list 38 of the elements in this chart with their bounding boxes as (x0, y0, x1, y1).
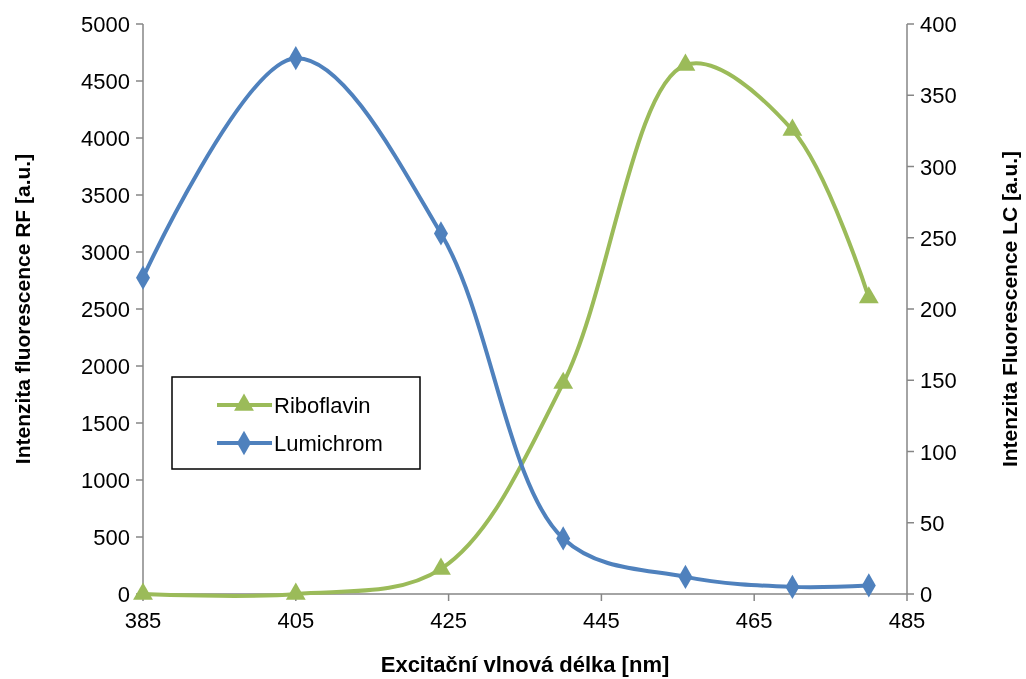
y-tick-label: 3000 (81, 240, 130, 265)
y-tick-label: 500 (93, 525, 130, 550)
y-axis-title: Intenzita fluorescence RF [a.u.] (11, 153, 34, 465)
point (782, 118, 803, 136)
y2-tick-label: 200 (920, 297, 957, 322)
x-tick-label: 385 (124, 608, 162, 633)
x-tick-label: 405 (277, 608, 315, 633)
y-tick-label: 2500 (81, 297, 130, 322)
y2-tick-label: 50 (920, 510, 945, 536)
y2-tick-label: 350 (920, 83, 957, 109)
legend-label: Riboflavin (274, 393, 371, 418)
x-tick-label: 445 (583, 608, 620, 633)
y-tick-label: 2000 (81, 354, 130, 379)
y2-tick-label: 150 (920, 368, 957, 394)
legend-label: Lumichrom (274, 431, 383, 456)
y-tick-label: 3500 (81, 183, 130, 208)
x-axis-title: Excitační vlnová délka [nm] (380, 652, 670, 677)
y-tick-label: 1000 (81, 468, 130, 493)
y-tick-label: 4000 (81, 126, 130, 151)
y2-tick-label: 300 (920, 154, 957, 180)
y2-tick-label: 400 (920, 12, 957, 37)
x-tick-label: 425 (430, 608, 467, 633)
y-tick-label: 1500 (81, 411, 130, 436)
point (431, 557, 451, 575)
y-tick-label: 4500 (81, 69, 130, 94)
y-tick-label: 0 (117, 582, 130, 607)
x-tick-label: 465 (735, 608, 773, 633)
y2-tick-label: 0 (920, 582, 933, 607)
point (675, 53, 696, 71)
y-tick-label: 5000 (81, 12, 130, 37)
point (133, 582, 153, 600)
x-tick-label: 485 (888, 608, 926, 633)
point (553, 371, 574, 389)
y2-axis-title: Intenzita Fluorescence LC [a.u.] (998, 150, 1021, 468)
y2-tick-label: 100 (920, 439, 957, 465)
point (285, 582, 306, 600)
point (858, 286, 879, 304)
y2-tick-label: 250 (920, 225, 957, 251)
